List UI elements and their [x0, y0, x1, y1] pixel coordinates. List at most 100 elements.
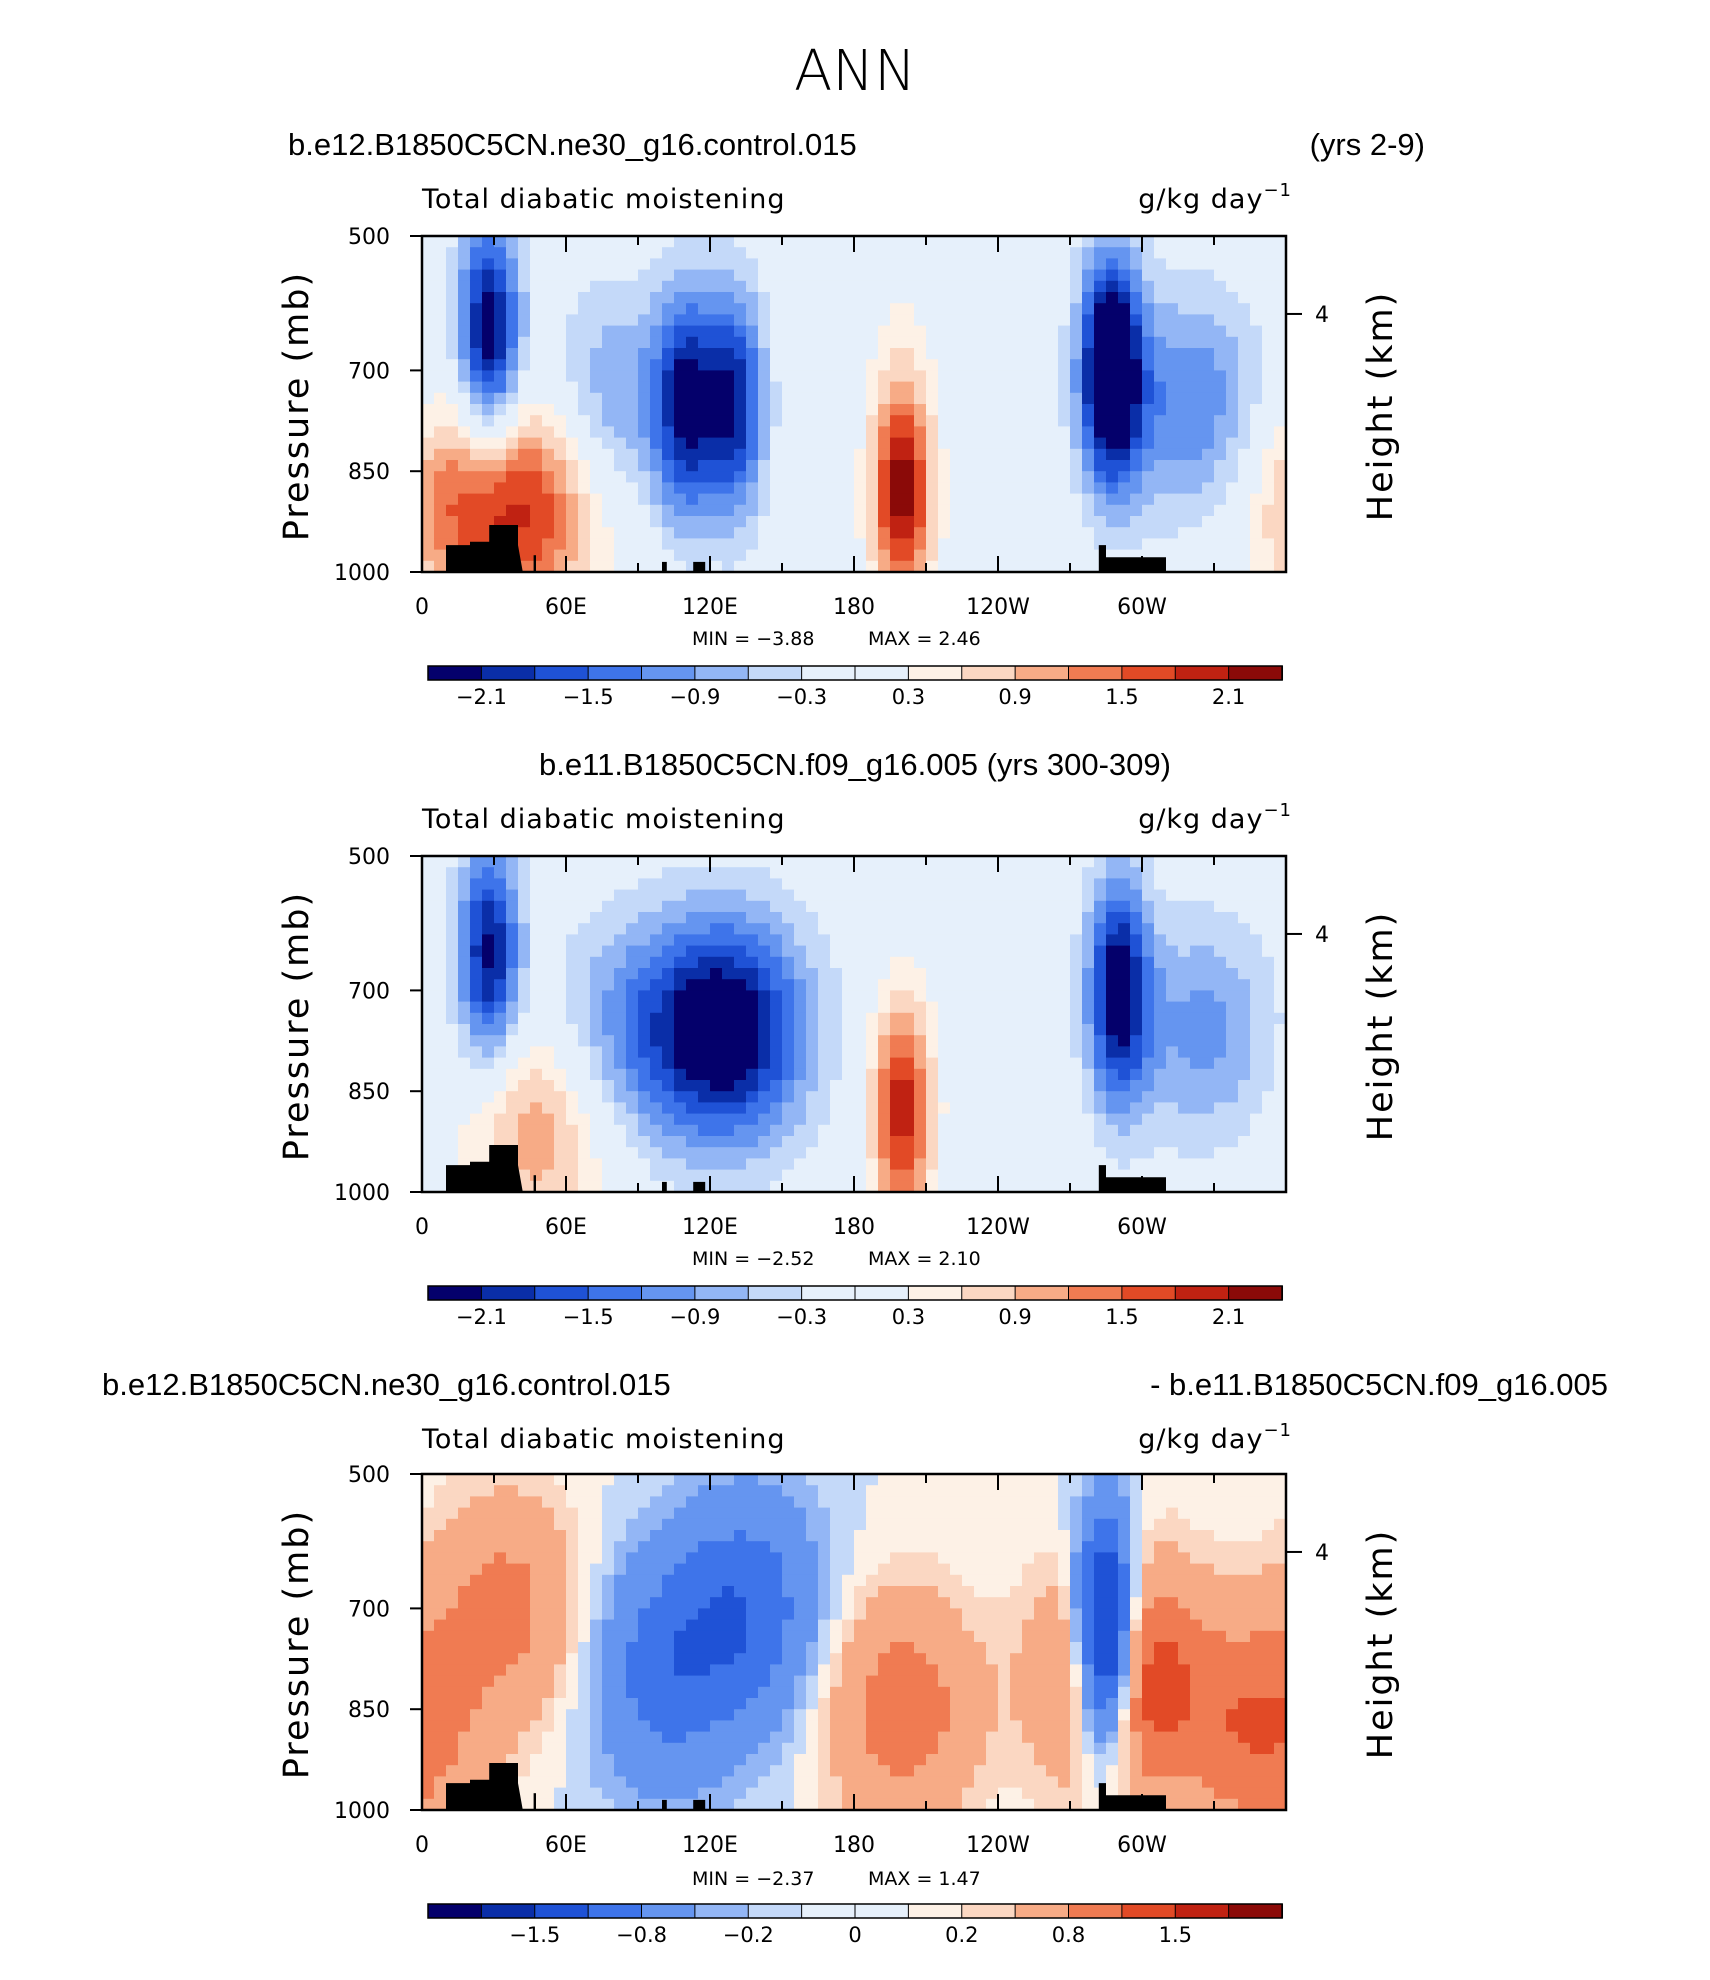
heatmap-cell [506, 968, 519, 980]
heatmap-cell [914, 1057, 927, 1070]
heatmap-cell [938, 560, 951, 573]
heatmap-cell [566, 516, 579, 528]
heatmap-cell [890, 482, 903, 495]
heatmap-cell [554, 1731, 567, 1744]
heatmap-cell [530, 912, 543, 924]
heatmap-cell [1046, 247, 1059, 259]
heatmap-cell [1262, 1136, 1275, 1148]
heatmap-cell [482, 1068, 495, 1081]
heatmap-cell [1022, 1113, 1035, 1126]
heatmap-cell [554, 1653, 567, 1665]
heatmap-cell [938, 867, 951, 879]
heatmap-cell [590, 359, 603, 371]
heatmap-cell [1106, 504, 1119, 517]
heatmap-cell [1058, 1158, 1071, 1171]
heatmap-cell [962, 1057, 975, 1070]
heatmap-cell [974, 437, 987, 450]
heatmap-cell [542, 945, 555, 958]
heatmap-cell [1250, 460, 1263, 472]
heatmap-cell [1034, 1124, 1047, 1137]
heatmap-cell [998, 303, 1011, 315]
heatmap-cell [578, 1709, 591, 1721]
heatmap-cell [650, 426, 663, 439]
heatmap-cell [638, 912, 651, 924]
heatmap-cell [542, 1597, 555, 1609]
heatmap-cell [1214, 878, 1227, 891]
heatmap-cell [1250, 370, 1263, 383]
heatmap-cell [830, 493, 843, 506]
heatmap-cell [1082, 1091, 1095, 1103]
heatmap-cell [1142, 258, 1155, 271]
heatmap-cell [938, 325, 951, 338]
y-right-tick-label: 4 [1315, 923, 1329, 948]
heatmap-cell [1274, 1091, 1287, 1103]
heatmap-cell [818, 1169, 831, 1182]
heatmap-cell [1274, 1124, 1287, 1137]
heatmap-cell [1226, 1001, 1239, 1014]
heatmap-cell [974, 889, 987, 902]
heatmap-cell [458, 460, 471, 472]
heatmap-cell [842, 258, 855, 271]
heatmap-cell [710, 1102, 723, 1115]
heatmap-cell [1022, 303, 1035, 315]
heatmap-cell [914, 538, 927, 551]
heatmap-cell [746, 370, 759, 383]
heatmap-cell [998, 504, 1011, 517]
heatmap-cell [554, 1080, 567, 1092]
heatmap-cell [854, 527, 867, 539]
heatmap-cell [434, 1742, 447, 1755]
heatmap-cell [698, 1024, 711, 1036]
heatmap-cell [1010, 549, 1023, 562]
heatmap-cell [1034, 1001, 1047, 1014]
heatmap-cell [866, 968, 879, 980]
heatmap-cell [578, 1675, 591, 1688]
heatmap-cell [1082, 1057, 1095, 1070]
heatmap-cell [530, 1642, 543, 1654]
heatmap-cell [1022, 990, 1035, 1003]
heatmap-cell [458, 1608, 471, 1621]
heatmap-cell [782, 448, 795, 461]
heatmap-cell [1262, 269, 1275, 282]
heatmap-cell [626, 516, 639, 528]
heatmap-cell [446, 471, 459, 483]
heatmap-cell [698, 415, 711, 427]
heatmap-cell [914, 314, 927, 327]
heatmap-cell [1202, 1102, 1215, 1115]
heatmap-cell [974, 923, 987, 935]
heatmap-cell [938, 1091, 951, 1103]
heatmap-cell [734, 504, 747, 517]
heatmap-cell [662, 968, 675, 980]
heatmap-cell [470, 1136, 483, 1148]
heatmap-cell [542, 1485, 555, 1497]
heatmap-cell [1202, 1001, 1215, 1014]
heatmap-cell [1154, 247, 1167, 259]
heatmap-cell [470, 460, 483, 472]
heatmap-cell [602, 1091, 615, 1103]
heatmap-cell [434, 934, 447, 947]
heatmap-cell [554, 1765, 567, 1777]
heatmap-cell [1142, 471, 1155, 483]
heatmap-cell [674, 381, 687, 394]
heatmap-cell [986, 292, 999, 304]
heatmap-cell [494, 1102, 507, 1115]
heatmap-cell [854, 1046, 867, 1059]
heatmap-cell [830, 404, 843, 416]
heatmap-cell [1178, 1147, 1191, 1159]
heatmap-cell [518, 560, 531, 573]
heatmap-cell [1010, 538, 1023, 551]
heatmap-cell [566, 1057, 579, 1070]
heatmap-cell [1274, 493, 1287, 506]
heatmap-cell [626, 269, 639, 282]
heatmap-cell [662, 471, 675, 483]
heatmap-cell [446, 1597, 459, 1609]
heatmap-cell [1274, 1113, 1287, 1126]
heatmap-cell [434, 956, 447, 969]
heatmap-cell [902, 247, 915, 259]
heatmap-cell [1166, 404, 1179, 416]
heatmap-cell [494, 426, 507, 439]
heatmap-cell [458, 336, 471, 349]
heatmap-cell [470, 482, 483, 495]
heatmap-cell [590, 1709, 603, 1721]
heatmap-cell [578, 1586, 591, 1598]
heatmap-cell [866, 1001, 879, 1014]
